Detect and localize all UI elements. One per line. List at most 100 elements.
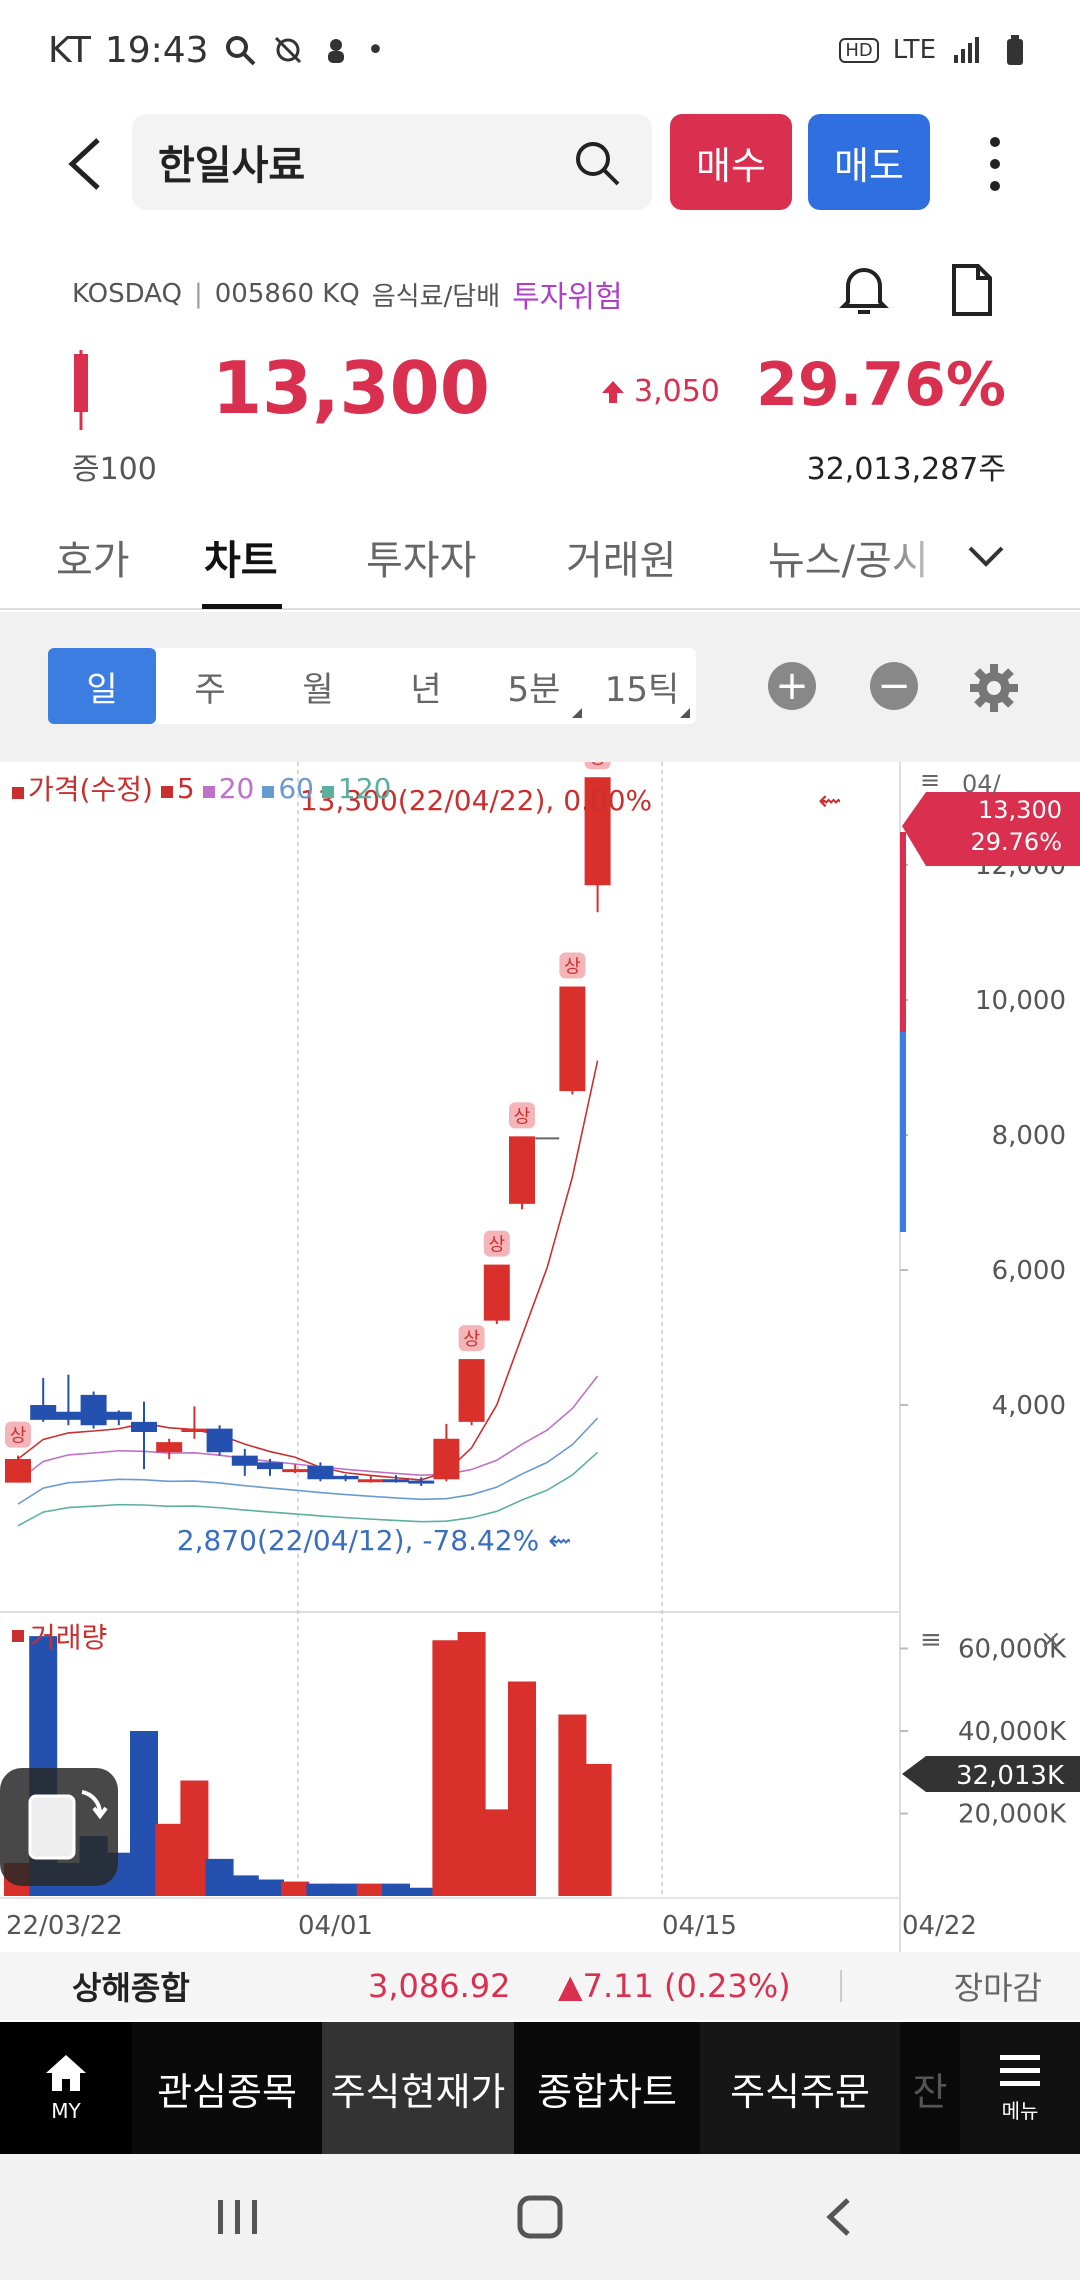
candle-body xyxy=(357,1479,384,1483)
risk-badge[interactable]: 투자위험 xyxy=(512,280,623,315)
legend-ma120: 120 xyxy=(322,772,391,805)
candle-body xyxy=(131,1421,157,1432)
active-tab-underline xyxy=(202,604,282,609)
hamburger-icon xyxy=(1000,2054,1040,2086)
ma5-line xyxy=(17,1060,599,1481)
limit-up-label: 상 xyxy=(489,1235,506,1256)
home-button-icon[interactable] xyxy=(514,2192,566,2242)
zoom-in-button[interactable]: + xyxy=(768,662,816,710)
price-range-bar-down xyxy=(900,1032,906,1232)
candle-body xyxy=(30,1405,57,1420)
nav-watchlist[interactable]: 관심종목 xyxy=(132,2022,322,2154)
tab-investor[interactable]: 투자자 xyxy=(366,538,477,584)
search-icon[interactable] xyxy=(572,138,622,188)
limit-up-label: 상 xyxy=(463,1329,480,1350)
tab-chart[interactable]: 차트 xyxy=(204,538,278,584)
minus-icon: − xyxy=(877,663,911,709)
chevron-down-icon[interactable] xyxy=(966,542,1006,572)
period-week[interactable]: 주 xyxy=(156,648,264,724)
period-5min[interactable]: 5분 xyxy=(480,648,588,724)
more-vertical-icon[interactable] xyxy=(975,134,1015,194)
limit-up-label: 상 xyxy=(564,957,581,978)
candle-body xyxy=(156,1442,183,1453)
network-label: LTE xyxy=(892,35,936,65)
legend-price-label: 가격(수정) xyxy=(28,773,153,806)
document-icon[interactable] xyxy=(948,262,996,318)
volume-close-icon[interactable]: × xyxy=(1040,1625,1062,1655)
limit-up-badge xyxy=(509,1102,535,1129)
zoom-out-button[interactable]: − xyxy=(870,662,918,710)
detail-tabs: 호가 차트 투자자 거래원 뉴스/공시 xyxy=(0,520,1080,610)
market-label: KOSDAQ xyxy=(72,279,182,309)
low-arrow-icon: ⇜ xyxy=(548,1524,571,1557)
hd-icon: HD xyxy=(839,37,879,63)
volume-bar xyxy=(230,1875,259,1896)
index-separator xyxy=(840,1970,842,2002)
sector-label: 음식료/담배 xyxy=(371,281,501,312)
app-status-icon xyxy=(327,39,344,63)
tab-orderbook[interactable]: 호가 xyxy=(56,538,130,584)
trade-volume: 32,013,287주 xyxy=(806,452,1006,487)
limit-up-badge xyxy=(483,1230,510,1257)
stock-info-line: KOSDAQ | 005860 KQ 음식료/담배 투자위험 xyxy=(72,272,623,316)
nav-total-chart[interactable]: 종합차트 xyxy=(514,2022,700,2154)
period-month[interactable]: 월 xyxy=(264,648,372,724)
nav-current-price[interactable]: 주식현재가 xyxy=(322,2022,514,2154)
sell-button[interactable]: 매도 xyxy=(808,114,930,210)
volume-bar xyxy=(482,1809,511,1896)
candle-body xyxy=(509,1136,535,1204)
limit-up-badge xyxy=(458,1325,485,1352)
volume-bar xyxy=(583,1763,612,1896)
tab-broker[interactable]: 거래원 xyxy=(566,538,677,584)
current-price-tag-value: 13,300 xyxy=(978,796,1062,824)
period-day[interactable]: 일 xyxy=(48,648,156,724)
nav-my[interactable]: MY xyxy=(0,2022,132,2154)
candlestick-chart[interactable]: 상상상상상상 4,0006,0008,00010,00012,00020,000… xyxy=(0,762,1080,1952)
volume-bar xyxy=(205,1858,234,1896)
volume-bar xyxy=(331,1883,360,1896)
nav-more-partial[interactable]: 잔 xyxy=(900,2022,960,2154)
tab-fade xyxy=(880,520,960,606)
high-arrow-icon: ⇜ xyxy=(818,784,841,817)
price-change-value: 3,050 xyxy=(634,374,720,409)
limit-up-badge xyxy=(584,762,611,770)
candle-body xyxy=(332,1475,359,1480)
system-navigation xyxy=(0,2154,1080,2280)
legend-ma120-label: 120 xyxy=(338,771,392,805)
back-arrow-icon[interactable] xyxy=(62,134,112,194)
nav-order[interactable]: 주식주문 xyxy=(700,2022,900,2154)
ma60-line xyxy=(17,1417,599,1505)
candle-body xyxy=(80,1394,107,1426)
candle-body xyxy=(55,1411,82,1420)
period-toolbar: 일 주 월 년 5분 15틱 + − xyxy=(0,612,1080,762)
period-15tick[interactable]: 15틱 xyxy=(588,648,696,724)
price-axis-label: 4,000 xyxy=(992,1391,1066,1421)
volume-tag-value: 32,013K xyxy=(956,1761,1065,1791)
rotate-screen-button[interactable] xyxy=(0,1768,118,1886)
stock-search-input[interactable]: 한일사료 xyxy=(132,114,652,210)
bottom-navigation: MY 관심종목 주식현재가 종합차트 주식주문 잔 메뉴 xyxy=(0,2022,1080,2154)
limit-up-label: 상 xyxy=(10,1426,27,1447)
buy-button[interactable]: 매수 xyxy=(670,114,792,210)
nav-menu[interactable]: 메뉴 xyxy=(960,2022,1080,2154)
ma20-line xyxy=(17,1375,599,1482)
chart-canvas[interactable]: 상상상상상상 4,0006,0008,00010,00012,00020,000… xyxy=(0,762,1080,1952)
carrier-label: KT xyxy=(48,29,91,71)
legend-ma5: 5 xyxy=(160,772,195,805)
volume-bar xyxy=(155,1823,184,1896)
index-value: 3,086.92 xyxy=(368,1967,511,2005)
index-change-value: 7.11 (0.23%) xyxy=(582,1967,791,2005)
back-nav-icon[interactable] xyxy=(820,2194,860,2240)
gear-icon[interactable] xyxy=(968,662,1020,714)
volume-bar xyxy=(508,1681,536,1896)
volume-menu-icon[interactable]: ≡ xyxy=(920,1625,942,1655)
period-year[interactable]: 년 xyxy=(372,648,480,724)
bell-icon[interactable] xyxy=(838,262,890,318)
chart-menu-icon[interactable]: ≡ xyxy=(920,766,940,794)
recent-apps-icon[interactable] xyxy=(212,2194,264,2240)
legend-price: 가격(수정) xyxy=(12,768,153,808)
mini-candle-icon xyxy=(74,350,88,430)
price-range-bar-up xyxy=(900,832,906,1102)
home-icon xyxy=(46,2055,86,2091)
market-index-bar[interactable]: 상해종합 3,086.92 ▲7.11 (0.23%) 장마감 xyxy=(0,1952,1080,2020)
